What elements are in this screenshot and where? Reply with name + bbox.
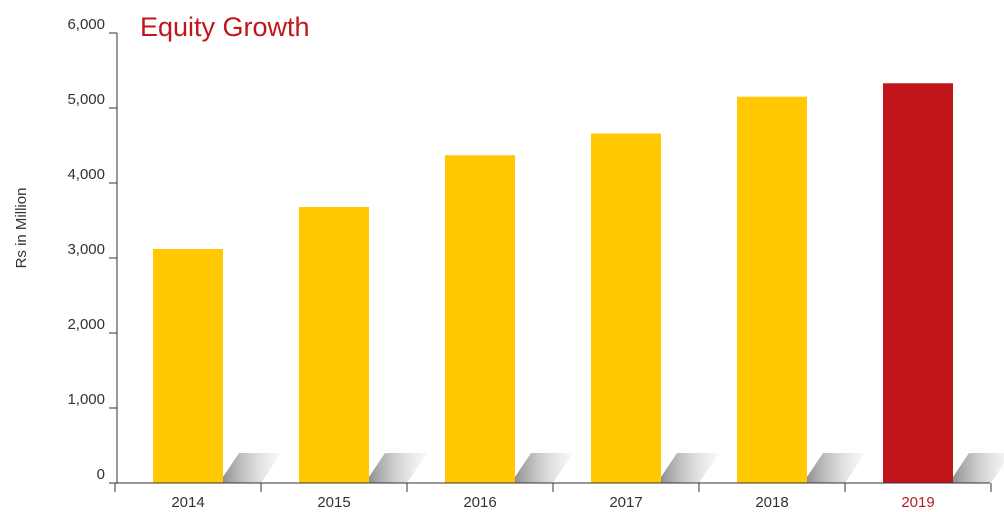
chart-title: Equity Growth (140, 12, 310, 42)
bar-shadow (511, 453, 573, 483)
x-tick-label: 2019 (901, 494, 934, 511)
x-tick-label: 2018 (755, 494, 788, 511)
bar-2015 (299, 207, 369, 483)
bar-2016 (445, 155, 515, 483)
bar-shadow (949, 453, 1004, 483)
x-tick-label: 2014 (171, 494, 204, 511)
bar-2014 (153, 249, 223, 483)
y-tick-label: 1,000 (67, 391, 105, 408)
y-tick-label: 6,000 (67, 16, 105, 33)
bar-2019 (883, 83, 953, 483)
bar-shadow (365, 453, 427, 483)
bar-2017 (591, 133, 661, 483)
x-tick-label: 2015 (317, 494, 350, 511)
bar-shadows (219, 453, 1004, 483)
x-tick-label: 2016 (463, 494, 496, 511)
bar-shadow (657, 453, 719, 483)
x-axis-ticks: 2014 2015 2016 2017 2018 2019 (114, 483, 992, 511)
y-tick-label: 2,000 (67, 316, 105, 333)
y-tick-label: 4,000 (67, 166, 105, 183)
bar-shadow (219, 453, 281, 483)
bar-shadow (803, 453, 865, 483)
x-tick-label: 2017 (609, 494, 642, 511)
bars (153, 83, 953, 483)
y-axis-ticks: 0 1,000 2,000 3,000 4,000 5,000 6,000 (67, 16, 117, 484)
y-axis-label: Rs in Million (13, 188, 30, 269)
y-tick-label: 5,000 (67, 91, 105, 108)
bar-2018 (737, 96, 807, 483)
y-tick-label: 0 (97, 466, 105, 483)
y-tick-label: 3,000 (67, 241, 105, 258)
